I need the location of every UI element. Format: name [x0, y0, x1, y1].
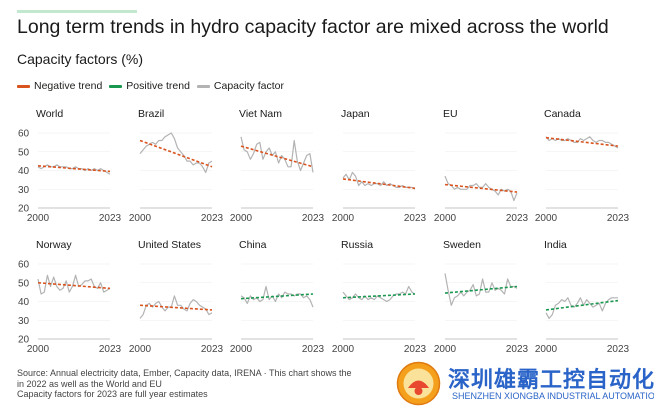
chart-subtitle: Capacity factors (%) [17, 51, 144, 67]
watermark-logo-icon [396, 361, 441, 406]
x-tick-label: 2023 [99, 344, 122, 355]
y-tick-label: 60 [18, 260, 30, 271]
panel-title: Brazil [138, 108, 164, 120]
negative-trend-line [139, 304, 213, 311]
panel-title: China [239, 239, 267, 251]
x-tick-label: 2023 [302, 213, 325, 224]
capacity-factor-series [444, 273, 518, 306]
panel-title: Japan [341, 108, 370, 120]
x-tick-label: 2023 [99, 213, 122, 224]
capacity-factor-series [342, 171, 416, 190]
x-tick-label: 2000 [129, 344, 152, 355]
x-tick-label: 2023 [404, 344, 427, 355]
legend-label: Negative trend [34, 80, 103, 92]
x-tick-label: 2000 [332, 213, 355, 224]
capacity-factor-swatch [196, 84, 210, 88]
chart-title: Long term trends in hydro capacity facto… [17, 16, 609, 38]
panel-title: Viet Nam [239, 108, 282, 120]
negative-trend-line [139, 139, 213, 168]
watermark-company-name-en: SHENZHEN XIONGBA INDUSTRIAL AUTOMATION [452, 391, 654, 401]
y-tick-label: 30 [18, 185, 30, 196]
negative-trend-line [240, 145, 314, 168]
positive-trend-line [444, 285, 518, 294]
capacity-factor-series [342, 285, 416, 303]
negative-trend-swatch [17, 84, 30, 88]
x-tick-label: 2023 [506, 344, 529, 355]
title-accent-bar [17, 10, 137, 13]
x-tick-label: 2023 [607, 344, 630, 355]
x-tick-label: 2000 [434, 213, 457, 224]
panel-title: Canada [544, 108, 581, 120]
capacity-factor-series [139, 132, 213, 173]
panel-title: United States [138, 239, 201, 251]
x-tick-label: 2000 [27, 213, 50, 224]
x-tick-label: 2023 [201, 213, 224, 224]
capacity-factor-series [240, 136, 314, 173]
y-tick-label: 40 [18, 297, 30, 308]
x-tick-label: 2000 [230, 344, 253, 355]
y-tick-label: 50 [18, 147, 30, 158]
legend-item-negative-trend: Negative trend [17, 80, 102, 92]
watermark: 深圳雄霸工控自动化 SHENZHEN XIONGBA INDUSTRIAL AU… [396, 358, 654, 409]
panel-title: Russia [341, 239, 373, 251]
panel-title: Norway [36, 239, 72, 251]
y-tick-label: 20 [18, 335, 30, 346]
y-tick-label: 40 [18, 166, 30, 177]
x-tick-label: 2023 [506, 213, 529, 224]
y-tick-label: 30 [18, 316, 30, 327]
x-tick-label: 2023 [201, 344, 224, 355]
positive-trend-swatch [109, 84, 123, 88]
legend-label: Positive trend [126, 80, 190, 92]
negative-trend-line [444, 183, 518, 193]
panel-title: World [36, 108, 63, 120]
positive-trend-line [342, 293, 416, 299]
panel-title: Sweden [443, 239, 481, 251]
x-tick-label: 2023 [404, 213, 427, 224]
panel-title: India [544, 239, 567, 251]
x-tick-label: 2000 [129, 213, 152, 224]
negative-trend-line [342, 178, 416, 190]
source-line: in 2022 as well as the World and EU [17, 378, 162, 389]
positive-trend-line [545, 299, 619, 311]
x-tick-label: 2000 [535, 213, 558, 224]
x-tick-label: 2000 [332, 344, 355, 355]
capacity-factor-series [37, 274, 111, 295]
x-tick-label: 2023 [607, 213, 630, 224]
x-tick-label: 2023 [302, 344, 325, 355]
negative-trend-line [37, 281, 111, 290]
x-tick-label: 2000 [535, 344, 558, 355]
y-tick-label: 60 [18, 129, 30, 140]
y-tick-label: 50 [18, 278, 30, 289]
watermark-company-name: 深圳雄霸工控自动化 [448, 367, 654, 392]
legend-item-capacity-factor: Capacity factor [196, 80, 284, 92]
panel-title: EU [443, 108, 458, 120]
legend-item-positive-trend: Positive trend [109, 80, 190, 92]
positive-trend-line [240, 293, 314, 300]
negative-trend-line [37, 165, 111, 173]
source-line: Source: Annual electricity data, Ember, … [17, 368, 352, 378]
source-line: Capacity factors for 2023 are full year … [17, 389, 208, 399]
x-tick-label: 2000 [434, 344, 457, 355]
y-tick-label: 20 [18, 204, 30, 215]
x-tick-label: 2000 [27, 344, 50, 355]
negative-trend-line [545, 136, 619, 147]
x-tick-label: 2000 [230, 213, 253, 224]
legend-label: Capacity factor [213, 80, 284, 92]
source-note: Source: Annual electricity data, Ember, … [17, 368, 417, 400]
legend: Negative trend Positive trend Capacity f… [17, 80, 291, 92]
